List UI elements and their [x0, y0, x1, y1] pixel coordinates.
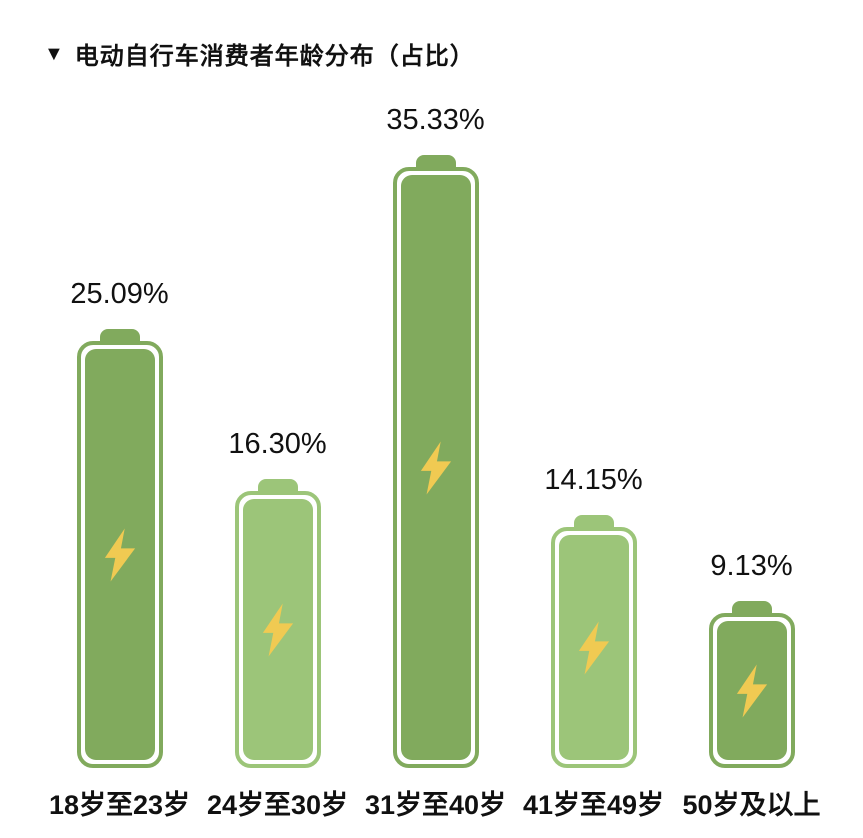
value-label: 25.09%	[70, 278, 169, 310]
battery-cap	[415, 155, 456, 171]
battery-bar	[76, 329, 163, 768]
battery-bar	[708, 601, 795, 768]
lightning-bolt-icon	[578, 621, 609, 674]
title-marker-icon: ▼	[44, 42, 65, 65]
battery-cap	[731, 601, 772, 617]
lightning-bolt-icon	[736, 664, 767, 717]
lightning-bolt-icon	[420, 441, 451, 494]
lightning-bolt-icon	[104, 528, 135, 581]
category-label: 18岁至23岁	[48, 790, 191, 820]
battery-cap	[257, 479, 298, 495]
lightning-bolt-icon	[262, 603, 293, 656]
battery-bar	[234, 479, 321, 768]
value-label: 14.15%	[544, 464, 643, 496]
chart-column: 35.33% 31岁至40岁	[358, 103, 513, 820]
category-label: 50岁及以上	[682, 790, 821, 820]
chart-column: 9.13% 50岁及以上	[674, 549, 829, 820]
battery-bar-chart: 25.09% 18岁至23岁 16.30% 24岁至30岁 35.33% 31岁至40岁 1…	[42, 103, 829, 820]
category-label: 31岁至40岁	[364, 790, 507, 820]
value-label: 35.33%	[386, 104, 485, 136]
chart-column: 14.15% 41岁至49岁	[516, 463, 671, 820]
battery-cap	[573, 515, 614, 531]
chart-column: 16.30% 24岁至30岁	[200, 427, 355, 820]
chart-title-text: 电动自行车消费者年龄分布（占比）	[74, 43, 475, 70]
category-label: 41岁至49岁	[522, 790, 665, 820]
chart-column: 25.09% 18岁至23岁	[42, 277, 197, 820]
value-label: 9.13%	[710, 550, 793, 582]
battery-cap	[99, 329, 140, 345]
battery-bar	[392, 155, 479, 768]
category-label: 24岁至30岁	[206, 790, 349, 820]
battery-bar	[550, 515, 637, 768]
chart-title: ▼ 电动自行车消费者年龄分布（占比）	[44, 36, 475, 71]
value-label: 16.30%	[228, 428, 327, 460]
